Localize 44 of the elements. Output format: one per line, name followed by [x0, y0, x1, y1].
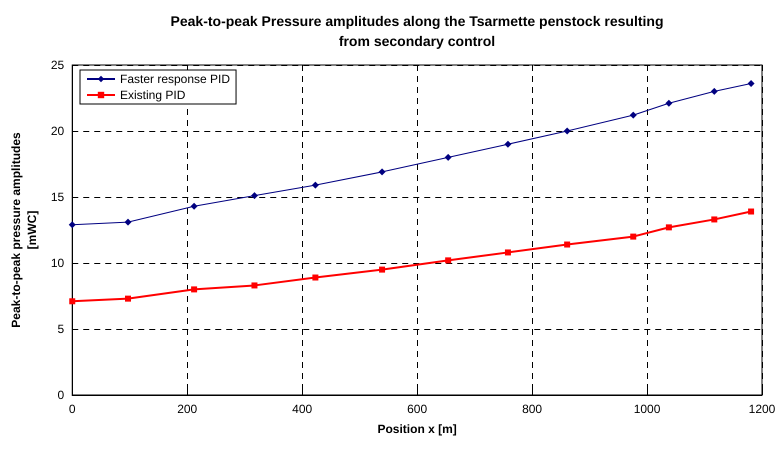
point: [630, 234, 636, 240]
point: [711, 216, 718, 222]
point: [124, 218, 132, 226]
point: [191, 286, 198, 292]
point: [251, 282, 258, 288]
point: [564, 128, 571, 134]
legend-label: Faster response PID: [120, 72, 230, 86]
x-tick-label: 600: [407, 402, 428, 416]
x-tick-label: 800: [522, 402, 542, 416]
point: [710, 88, 718, 95]
legend-label: Existing PID: [120, 88, 186, 102]
chart-title: Peak-to-peak Pressure amplitudes along the Tsarmette penstock resulting from secondary control: [170, 13, 664, 49]
point: [125, 296, 132, 302]
x-tick-label: 1200: [748, 402, 776, 416]
point: [445, 257, 452, 264]
x-tick-label: 0: [68, 402, 76, 416]
y-tick-label: 10: [50, 256, 65, 270]
x-tick-label: 1000: [634, 402, 661, 416]
point: [68, 221, 76, 228]
point: [250, 192, 258, 200]
point: [630, 112, 637, 119]
y-tick-label: 15: [50, 190, 65, 204]
point: [312, 274, 318, 281]
point: [504, 140, 512, 148]
point: [379, 266, 386, 273]
y-tick-label: 5: [58, 322, 65, 336]
point: [69, 298, 76, 304]
x-tick-label: 400: [292, 402, 312, 416]
y-axis-title: Peak-to-peak pressure amplitudes [mWC]: [9, 132, 39, 328]
point: [748, 208, 754, 215]
x-axis-title: Position x [m]: [377, 422, 457, 436]
point: [748, 80, 755, 87]
point: [666, 224, 672, 230]
y-tick-label: 25: [50, 58, 65, 72]
point: [665, 100, 672, 107]
point: [190, 202, 198, 210]
y-tick-label: 20: [50, 124, 65, 138]
point: [378, 168, 386, 176]
x-tick-label: 200: [177, 402, 198, 416]
point: [312, 182, 319, 189]
point: [564, 242, 570, 248]
y-tick-label: 0: [58, 388, 65, 402]
point: [444, 154, 452, 161]
point: [504, 249, 511, 256]
